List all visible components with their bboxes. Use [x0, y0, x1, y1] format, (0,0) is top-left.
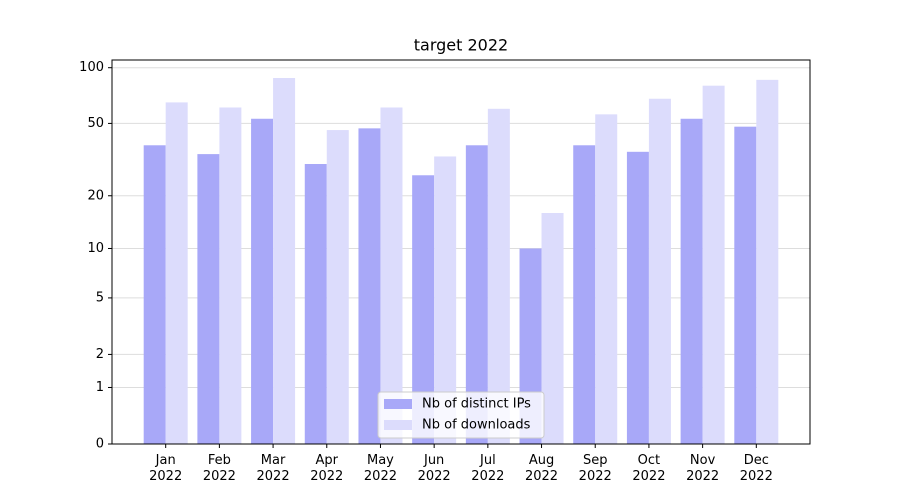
bar: [541, 212, 564, 444]
y-tick-label: 5: [96, 290, 104, 305]
bar: [487, 108, 510, 444]
bar: [304, 164, 327, 444]
bar: [573, 145, 596, 445]
bar: [219, 107, 242, 444]
bar: [197, 154, 220, 444]
y-tick-label: 50: [87, 116, 104, 131]
x-tick-label: Apr 2022: [310, 453, 344, 484]
bar: [756, 79, 779, 444]
x-tick-label: Sep 2022: [578, 453, 612, 484]
legend-box: [377, 391, 545, 439]
x-tick-label: Jan 2022: [149, 453, 183, 484]
bar: [273, 78, 296, 444]
x-tick-label: Oct 2022: [632, 453, 666, 484]
legend-label: Nb of distinct IPs: [422, 397, 531, 412]
x-tick-label: Aug 2022: [524, 453, 559, 484]
y-tick-label: 10: [87, 241, 104, 256]
legend-swatch: [384, 399, 412, 409]
bar: [702, 85, 725, 444]
y-tick-label: 0: [96, 437, 104, 452]
bar: [165, 102, 188, 444]
y-tick-label: 20: [87, 188, 104, 203]
bar: [326, 130, 349, 445]
bar: [734, 126, 757, 444]
bar: [251, 118, 274, 444]
y-tick-label: 1: [96, 380, 104, 395]
x-tick-label: May 2022: [363, 453, 397, 484]
bar: [143, 145, 166, 445]
x-tick-label: Feb 2022: [202, 453, 236, 484]
y-tick-label: 100: [79, 60, 104, 75]
x-tick-label: Nov 2022: [686, 453, 720, 484]
bar: [648, 98, 671, 444]
x-tick-label: Mar 2022: [256, 453, 290, 484]
bar: [626, 151, 649, 445]
bar: [412, 175, 435, 445]
y-tick-label: 2: [96, 347, 104, 362]
plot-frame: [111, 59, 811, 445]
legend-swatch: [384, 420, 412, 430]
bar: [465, 145, 488, 445]
bar: [380, 107, 403, 444]
x-tick-label: Jul 2022: [471, 453, 505, 484]
chart-title: target 2022: [414, 36, 508, 55]
legend: Nb of distinct IPs Nb of downloads: [377, 391, 545, 439]
bar: [358, 128, 381, 444]
x-tick-label: Dec 2022: [739, 453, 773, 484]
bar: [595, 114, 618, 444]
legend-label: Nb of downloads: [422, 418, 531, 433]
x-tick-label: Jun 2022: [417, 453, 451, 484]
bar: [680, 118, 703, 444]
bar: [434, 156, 457, 444]
